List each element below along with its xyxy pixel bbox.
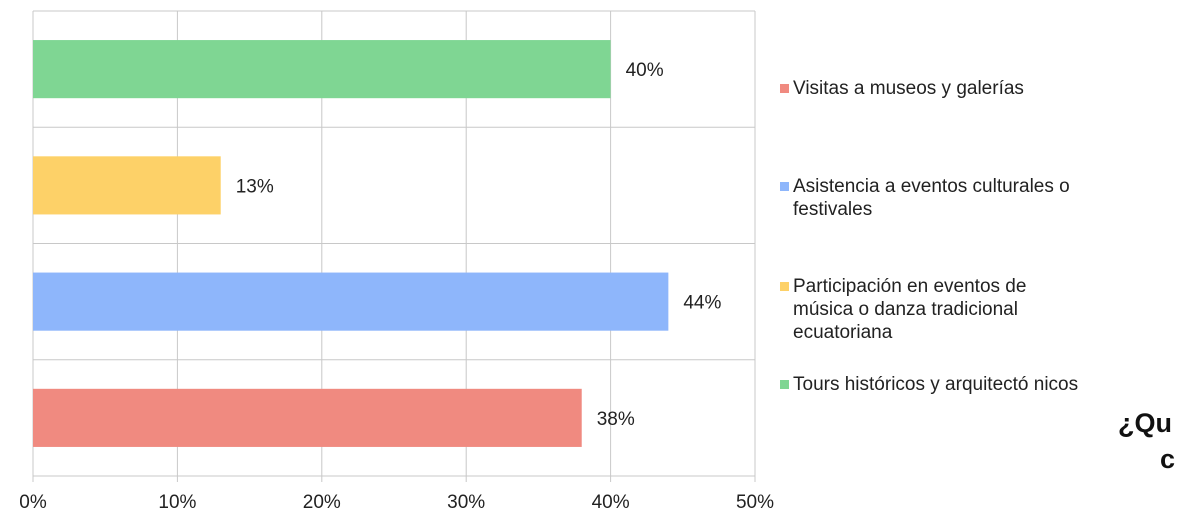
legend-label-tours: Tours históricos y arquitectó nicos xyxy=(793,374,1079,395)
bar xyxy=(33,40,611,99)
legend-label-eventos-culturales: Asistencia a eventos culturales o festiv… xyxy=(793,176,1070,220)
chart-legend: Visitas a museos y galerías Asistencia a… xyxy=(780,0,1178,518)
data-label: 38% xyxy=(597,409,635,430)
data-label: 13% xyxy=(236,176,274,197)
x-tick-label: 40% xyxy=(592,492,630,513)
x-tick-label: 30% xyxy=(447,492,485,513)
bar-chart: 0% 10% 20% 30% 40% 50% 40% 13% 44% 38% xyxy=(19,10,774,513)
legend-swatch-museos xyxy=(780,84,789,93)
legend-item-eventos-culturales: Asistencia a eventos culturales o festiv… xyxy=(780,175,1178,221)
legend-swatch-eventos-culturales xyxy=(780,182,789,191)
x-tick-label: 50% xyxy=(736,492,774,513)
chart-title-fragment-2: c xyxy=(1160,444,1176,474)
legend-item-museos: Visitas a museos y galerías xyxy=(780,77,1178,100)
legend-label-museos: Visitas a museos y galerías xyxy=(793,78,1024,99)
x-tick-label: 10% xyxy=(158,492,196,513)
x-tick-label: 0% xyxy=(19,492,47,513)
data-label: 40% xyxy=(626,60,664,81)
chart-title-fragment-1: ¿Qu xyxy=(1118,408,1172,438)
legend-swatch-tours xyxy=(780,380,789,389)
bar xyxy=(33,156,221,215)
legend-swatch-musica-danza xyxy=(780,282,789,291)
legend-item-tours: Tours históricos y arquitectó nicos xyxy=(780,373,1178,396)
bar xyxy=(33,272,669,331)
legend-label-musica-danza: Participación en eventos de música o dan… xyxy=(793,276,1027,343)
bar xyxy=(33,388,582,447)
x-tick-label: 20% xyxy=(303,492,341,513)
data-label: 44% xyxy=(683,293,721,314)
legend-item-musica-danza: Participación en eventos de música o dan… xyxy=(780,275,1178,344)
